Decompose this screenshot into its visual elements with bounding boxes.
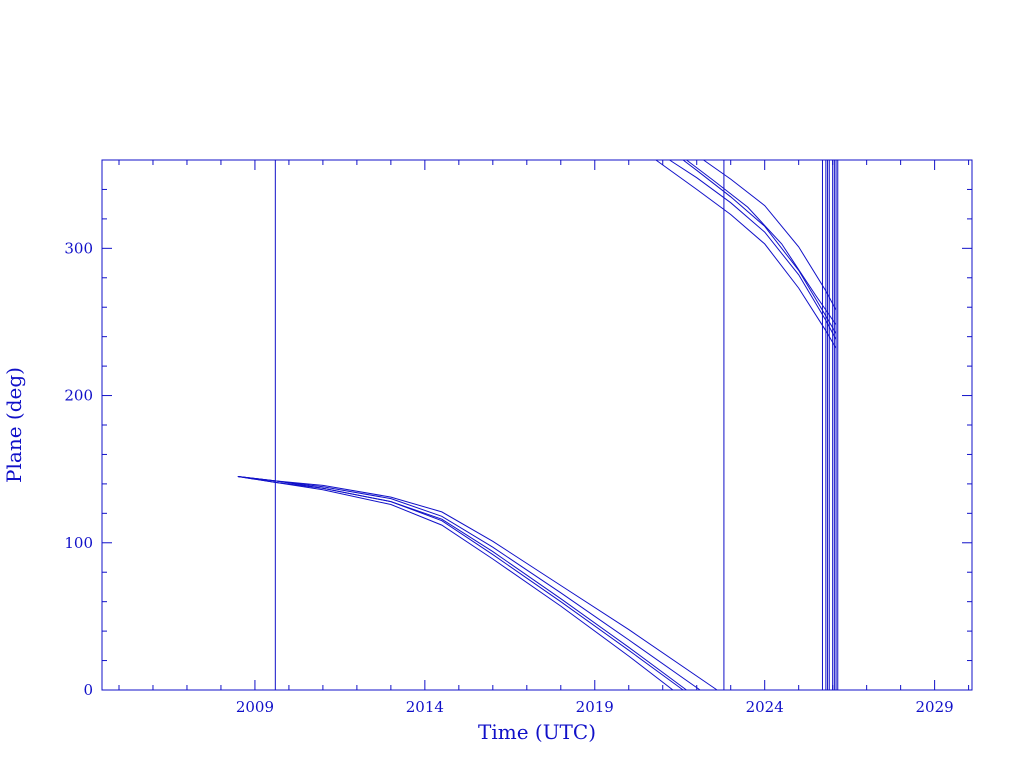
x-tick-label: 2024 <box>746 698 784 716</box>
series-line-2 <box>237 476 684 691</box>
y-tick-label: 200 <box>64 387 93 405</box>
x-tick-label: 2009 <box>236 698 274 716</box>
series-line-10 <box>686 159 837 326</box>
major-ticks <box>102 160 972 691</box>
y-tick-label: 100 <box>64 534 93 552</box>
series-line-3 <box>237 476 687 691</box>
series-line-5 <box>237 476 718 691</box>
x-axis-label: Time (UTC) <box>478 720 596 744</box>
series-group <box>237 159 837 691</box>
minor-ticks <box>102 159 972 690</box>
x-tick-labels: 2009 2014 2019 2024 2029 <box>236 698 954 716</box>
y-tick-label: 0 <box>83 681 93 699</box>
series-line-9 <box>703 159 837 311</box>
plot-frame <box>101 159 973 691</box>
series-line-7 <box>669 159 837 340</box>
y-tick-labels: 0 100 200 300 <box>64 239 93 699</box>
x-tick-label: 2014 <box>406 698 444 716</box>
x-tick-label: 2029 <box>916 698 954 716</box>
series-line-6 <box>655 159 837 349</box>
y-tick-label: 300 <box>64 239 93 257</box>
series-line-1 <box>237 476 674 691</box>
vertical-markers <box>274 160 839 690</box>
series-line-8 <box>682 159 837 334</box>
y-axis-label: Plane (deg) <box>2 367 26 483</box>
x-tick-label: 2019 <box>576 698 614 716</box>
